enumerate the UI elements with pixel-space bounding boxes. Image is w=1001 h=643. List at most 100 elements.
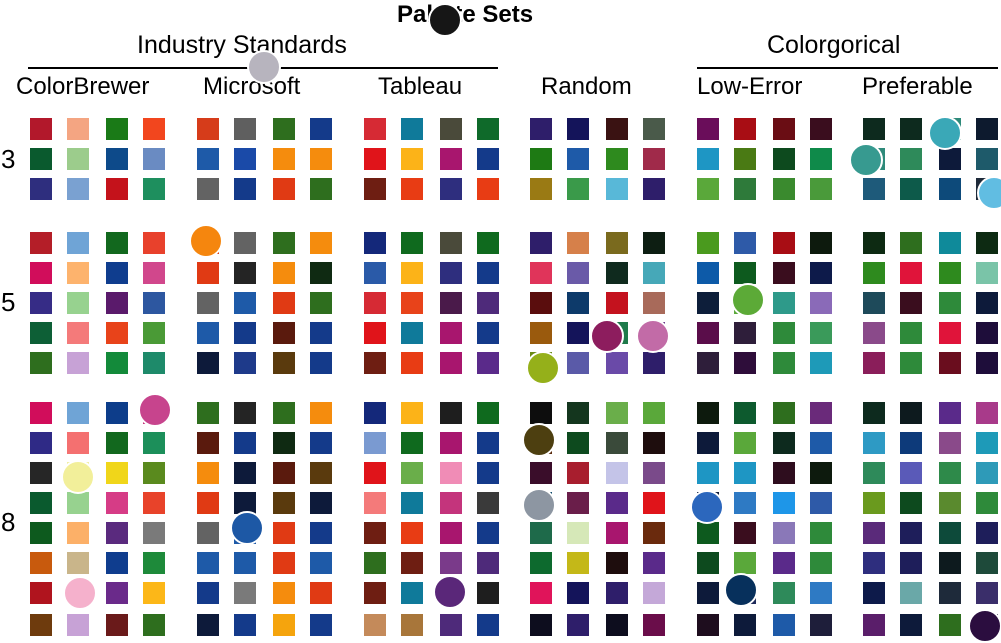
swatch-preferable-5-r4-c3	[939, 322, 961, 344]
swatch-random-8-r5-c1	[530, 522, 552, 544]
swatch-low-error-3-r1-c4	[810, 118, 832, 140]
swatch-microsoft-5-r5-c2	[234, 352, 256, 374]
swatch-tableau-3-r2-c4	[477, 148, 499, 170]
swatch-random-5-r5-c4	[643, 352, 665, 374]
swatch-microsoft-5-r1-c2	[234, 232, 256, 254]
swatch-low-error-8-r2-c1	[697, 432, 719, 454]
swatch-tableau-8-r4-c1	[364, 492, 386, 514]
swatch-random-8-r3-c1	[530, 462, 552, 484]
swatch-colorbrewer-8-r8-c1	[30, 614, 52, 636]
swatch-low-error-5-r5-c2	[734, 352, 756, 374]
swatch-preferable-3-r2-c4	[976, 148, 998, 170]
swatch-preferable-8-r5-c3	[939, 522, 961, 544]
swatch-random-8-r4-c3	[606, 492, 628, 514]
swatch-low-error-3-r3-c1	[697, 178, 719, 200]
swatch-microsoft-3-r3-c2	[234, 178, 256, 200]
swatch-preferable-8-r5-c2	[900, 522, 922, 544]
swatch-colorbrewer-8-r6-c1	[30, 552, 52, 574]
swatch-preferable-8-r1-c2	[900, 402, 922, 424]
swatch-preferable-5-r4-c4	[976, 322, 998, 344]
swatch-random-5-r2-c2	[567, 262, 589, 284]
swatch-low-error-5-r5-c3	[773, 352, 795, 374]
swatch-tableau-5-r3-c1	[364, 292, 386, 314]
swatch-microsoft-8-r3-c3	[273, 462, 295, 484]
swatch-colorbrewer-3-r3-c2	[67, 178, 89, 200]
swatch-random-3-r2-c4	[643, 148, 665, 170]
swatch-low-error-8-r1-c3	[773, 402, 795, 424]
swatch-random-3-r3-c4	[643, 178, 665, 200]
swatch-tableau-8-r3-c3	[440, 462, 462, 484]
swatch-low-error-5-r4-c3	[773, 322, 795, 344]
swatch-tableau-3-r1-c4	[477, 118, 499, 140]
swatch-tableau-8-r8-c4	[477, 614, 499, 636]
swatch-microsoft-8-r1-c2	[234, 402, 256, 424]
swatch-tableau-8-r2-c3	[440, 432, 462, 454]
swatch-low-error-8-r2-c3	[773, 432, 795, 454]
swatch-low-error-8-r2-c4	[810, 432, 832, 454]
set-label-colorbrewer: ColorBrewer	[16, 73, 150, 100]
swatch-preferable-3-r1-c4	[976, 118, 998, 140]
swatch-tableau-3-r3-c2	[401, 178, 423, 200]
size-label-3: 3	[1, 144, 16, 174]
overlay-dot-18	[928, 116, 962, 150]
swatch-low-error-8-r7-c4	[810, 582, 832, 604]
swatch-tableau-5-r2-c3	[440, 262, 462, 284]
swatch-low-error-5-r5-c1	[697, 352, 719, 374]
swatch-preferable-5-r1-c2	[900, 232, 922, 254]
swatch-colorbrewer-8-r1-c3	[106, 402, 128, 424]
swatch-tableau-3-r3-c3	[440, 178, 462, 200]
swatch-random-8-r1-c2	[567, 402, 589, 424]
swatch-preferable-5-r2-c3	[939, 262, 961, 284]
swatch-tableau-3-r1-c3	[440, 118, 462, 140]
swatch-low-error-3-r2-c2	[734, 148, 756, 170]
swatch-low-error-8-r4-c2	[734, 492, 756, 514]
swatch-random-5-r1-c1	[530, 232, 552, 254]
swatch-colorbrewer-8-r4-c1	[30, 492, 52, 514]
swatch-low-error-8-r7-c3	[773, 582, 795, 604]
swatch-low-error-5-r4-c1	[697, 322, 719, 344]
swatch-low-error-8-r5-c4	[810, 522, 832, 544]
swatch-random-8-r6-c2	[567, 552, 589, 574]
group-rule-colorgorical	[697, 67, 998, 69]
swatch-tableau-5-r1-c1	[364, 232, 386, 254]
swatch-low-error-8-r8-c4	[810, 614, 832, 636]
swatch-tableau-3-r2-c3	[440, 148, 462, 170]
swatch-microsoft-8-r7-c1	[197, 582, 219, 604]
swatch-microsoft-8-r4-c3	[273, 492, 295, 514]
overlay-dot-2	[428, 3, 462, 37]
swatch-preferable-5-r2-c1	[863, 262, 885, 284]
swatch-random-8-r8-c3	[606, 614, 628, 636]
swatch-preferable-5-r2-c4	[976, 262, 998, 284]
swatch-tableau-5-r5-c3	[440, 352, 462, 374]
swatch-microsoft-8-r4-c2	[234, 492, 256, 514]
swatch-tableau-8-r8-c1	[364, 614, 386, 636]
swatch-microsoft-5-r3-c1	[197, 292, 219, 314]
swatch-preferable-8-r8-c3	[939, 614, 961, 636]
swatch-low-error-3-r1-c3	[773, 118, 795, 140]
swatch-tableau-5-r2-c2	[401, 262, 423, 284]
swatch-random-8-r6-c3	[606, 552, 628, 574]
swatch-colorbrewer-5-r1-c1	[30, 232, 52, 254]
swatch-low-error-3-r2-c3	[773, 148, 795, 170]
swatch-microsoft-8-r3-c4	[310, 462, 332, 484]
swatch-low-error-5-r3-c3	[773, 292, 795, 314]
swatch-random-3-r1-c1	[530, 118, 552, 140]
swatch-low-error-3-r1-c1	[697, 118, 719, 140]
overlay-dot-10	[636, 319, 670, 353]
overlay-dot-14	[731, 283, 765, 317]
swatch-random-8-r4-c4	[643, 492, 665, 514]
swatch-microsoft-5-r3-c2	[234, 292, 256, 314]
swatch-low-error-5-r1-c1	[697, 232, 719, 254]
swatch-tableau-8-r7-c2	[401, 582, 423, 604]
swatch-preferable-8-r5-c4	[976, 522, 998, 544]
swatch-colorbrewer-3-r1-c2	[67, 118, 89, 140]
swatch-random-8-r1-c4	[643, 402, 665, 424]
swatch-microsoft-8-r2-c1	[197, 432, 219, 454]
swatch-preferable-8-r1-c4	[976, 402, 998, 424]
swatch-tableau-3-r1-c2	[401, 118, 423, 140]
size-label-5: 5	[1, 287, 16, 317]
swatch-microsoft-3-r3-c4	[310, 178, 332, 200]
swatch-tableau-8-r1-c1	[364, 402, 386, 424]
swatch-random-8-r5-c4	[643, 522, 665, 544]
overlay-dot-1	[247, 50, 281, 84]
